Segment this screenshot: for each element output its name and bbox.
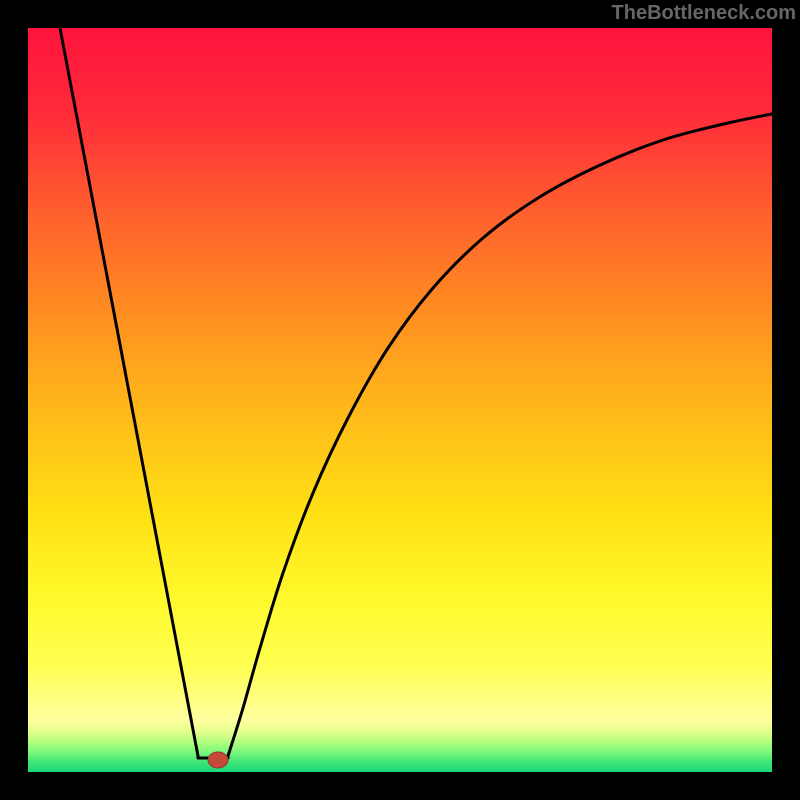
bottleneck-curve (60, 28, 772, 758)
canvas: TheBottleneck.com (0, 0, 800, 800)
plot-area (28, 28, 772, 772)
curve-chart (28, 28, 772, 772)
watermark-text: TheBottleneck.com (612, 2, 796, 25)
optimum-marker (208, 752, 228, 768)
